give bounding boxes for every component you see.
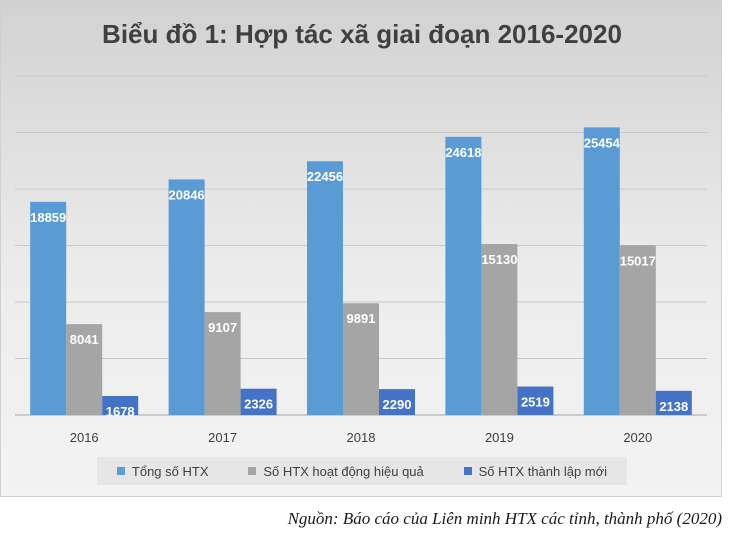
x-tick-label-2016: 2016 (70, 430, 99, 445)
legend-label-effective: Số HTX hoạt động hiệu quả (263, 463, 424, 479)
bar-2019-series-1 (481, 244, 518, 415)
x-tick-label-2019: 2019 (485, 430, 514, 445)
data-label-2020-series-1: 15017 (620, 253, 656, 268)
bar-2018-series-1 (343, 303, 379, 415)
chart-area: 18859 8041 1678 2016 20846 9107 2326 2017 22456 9… (0, 0, 722, 497)
source-note: Nguồn: Báo cáo của Liên minh HTX các tỉn… (287, 509, 722, 528)
data-label-2018-series-2: 2290 (383, 397, 412, 412)
data-label-2017-series-2: 2326 (244, 397, 273, 412)
bar-2016-series-1 (66, 324, 103, 415)
x-tick-label-2017: 2017 (208, 430, 237, 445)
data-label-2020-series-0: 25454 (584, 135, 621, 150)
bar-2019-series-2 (517, 386, 554, 415)
legend-item-new: Số HTX thành lập mới (463, 463, 608, 479)
data-label-2019-series-1: 15130 (481, 252, 517, 267)
x-tick-label-2020: 2020 (623, 430, 652, 445)
legend-item-effective: Số HTX hoạt động hiệu quả (248, 463, 424, 479)
x-tick-label-2018: 2018 (347, 430, 376, 445)
legend-label-total: Tổng số HTX (131, 463, 209, 479)
data-label-2016-series-2: 1678 (106, 404, 135, 419)
bar-2017-series-2 (240, 388, 277, 415)
bar-2019-series-0 (445, 136, 482, 416)
data-label-2017-series-0: 20846 (169, 187, 205, 202)
data-label-2018-series-1: 9891 (347, 311, 376, 326)
legend-label-new: Số HTX thành lập mới (478, 463, 608, 479)
chart-legend: Tổng số HTX Số HTX hoạt động hiệu quả Số… (97, 457, 627, 485)
data-label-2017-series-1: 9107 (208, 320, 237, 335)
legend-item-total: Tổng số HTX (116, 463, 209, 479)
bar-2020-series-2 (655, 390, 692, 415)
legend-swatch-total (116, 467, 125, 475)
legend-swatch-effective (248, 467, 257, 475)
chart-plot: 18859 8041 1678 2016 20846 9107 2326 2017 22456 9… (15, 75, 707, 445)
data-label-2019-series-2: 2519 (521, 395, 550, 410)
bar-2020-series-0 (583, 127, 620, 415)
data-label-2020-series-2: 2138 (659, 399, 688, 414)
bar-2018-series-2 (379, 389, 415, 415)
bar-2020-series-1 (619, 245, 656, 415)
bar-2016-series-0 (30, 201, 67, 415)
bar-2017-series-0 (168, 179, 205, 415)
data-label-2018-series-0: 22456 (307, 169, 343, 184)
data-label-2016-series-0: 18859 (30, 210, 66, 225)
data-label-2016-series-1: 8041 (70, 332, 99, 347)
bar-2018-series-0 (307, 161, 343, 415)
legend-swatch-new (463, 467, 472, 475)
chart-title: Biểu đồ 1: Hợp tác xã giai đoạn 2016-202… (102, 19, 622, 49)
data-label-2019-series-0: 24618 (445, 145, 481, 160)
bar-2016-series-2 (102, 396, 139, 415)
bar-2017-series-1 (204, 312, 241, 415)
